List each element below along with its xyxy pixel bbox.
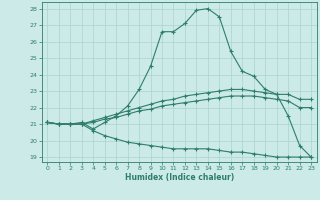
X-axis label: Humidex (Indice chaleur): Humidex (Indice chaleur) xyxy=(124,173,234,182)
